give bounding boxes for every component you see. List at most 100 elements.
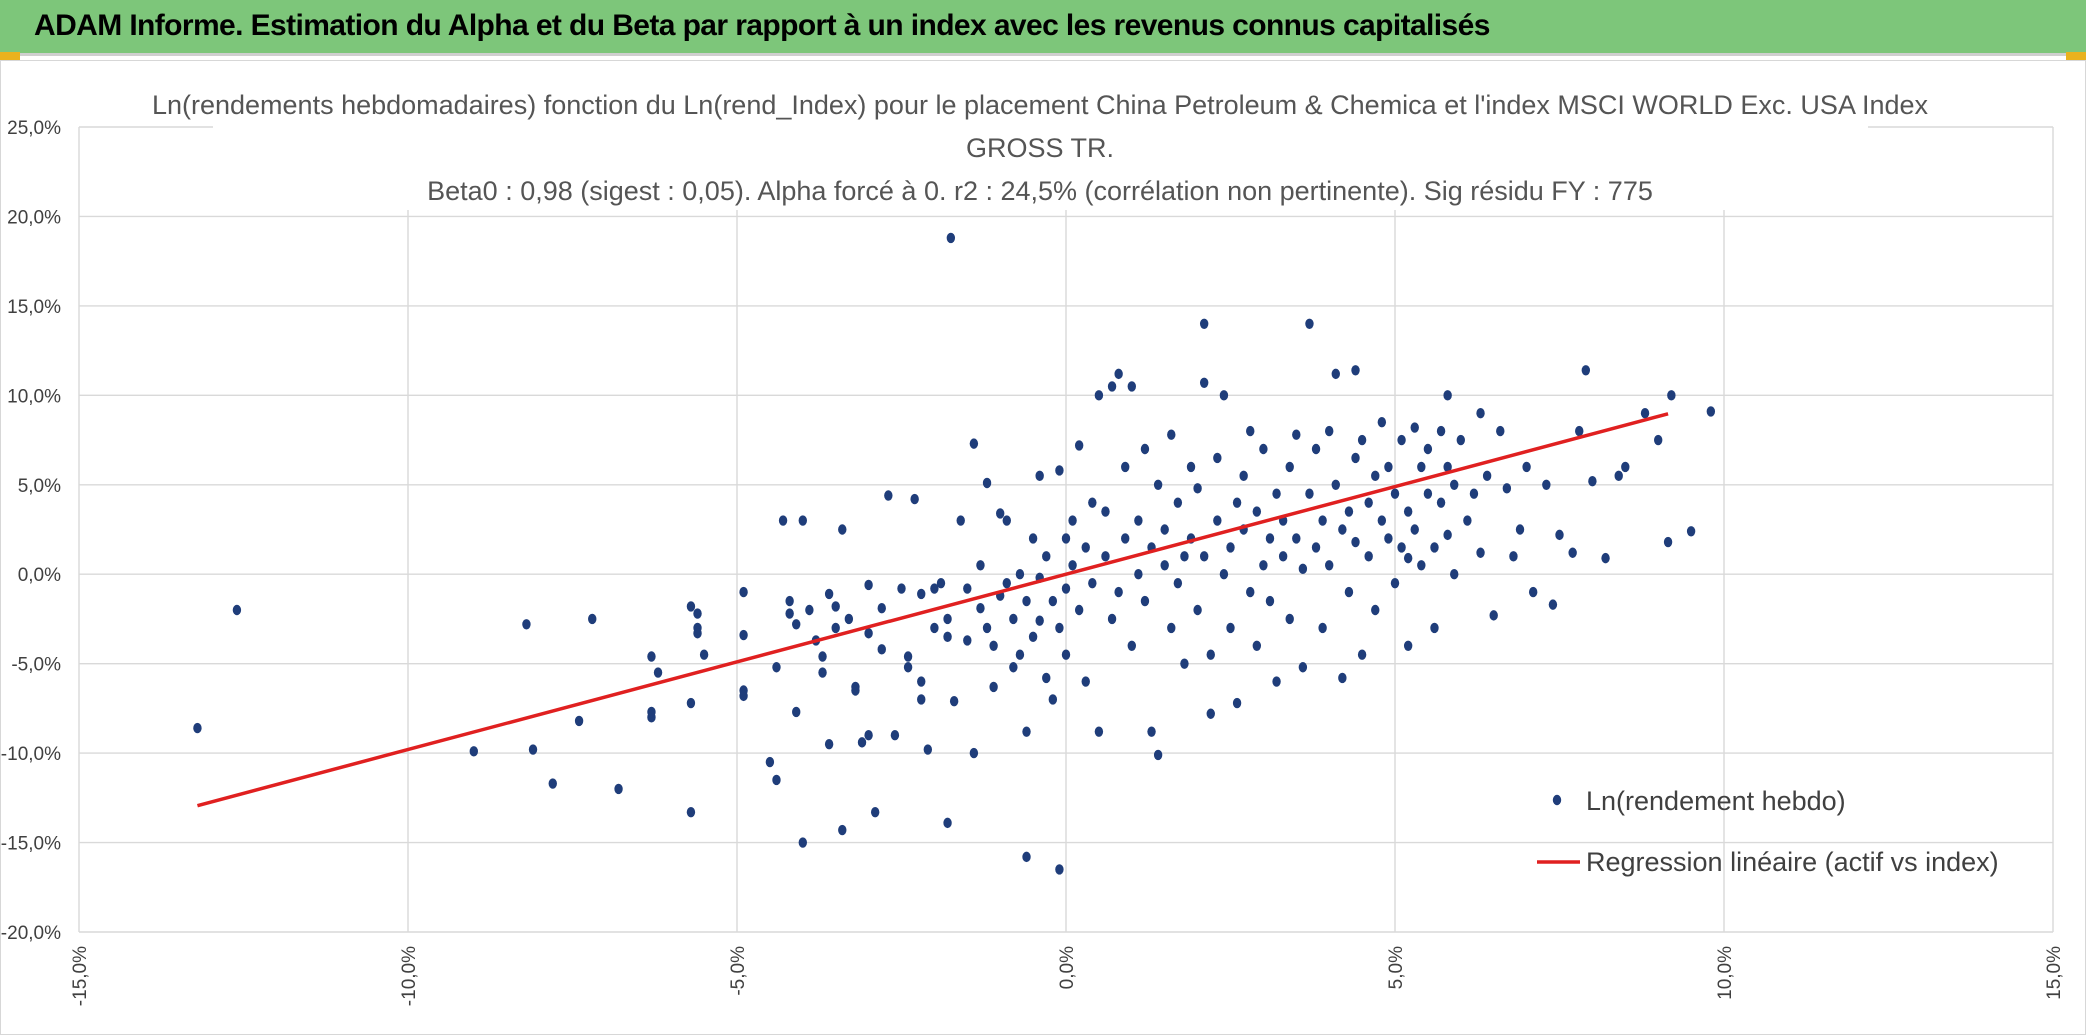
data-point — [982, 477, 992, 489]
data-point — [1219, 390, 1229, 401]
y-tick-label: 5,0% — [18, 476, 61, 497]
banner-corner-left — [0, 52, 20, 60]
data-point — [1140, 443, 1150, 455]
data-point — [1450, 569, 1459, 580]
data-point — [1344, 506, 1354, 517]
title-line: Beta0 : 0,98 (sigest : 0,05). Alpha forc… — [427, 176, 1653, 206]
data-point — [1436, 497, 1446, 508]
data-point — [1160, 524, 1169, 535]
y-tick-label: -5,0% — [11, 655, 61, 676]
data-point — [699, 649, 709, 660]
data-point — [1121, 461, 1130, 473]
data-point — [1055, 622, 1064, 634]
data-point — [838, 524, 847, 535]
data-point — [1364, 551, 1373, 562]
data-point — [818, 667, 827, 678]
data-point — [857, 737, 867, 748]
data-point — [864, 628, 873, 639]
data-point — [522, 619, 531, 630]
data-point — [1285, 613, 1294, 625]
data-point — [1515, 524, 1525, 535]
x-tick-label: -10,0% — [399, 946, 420, 1006]
data-point — [943, 817, 952, 829]
data-point — [1114, 368, 1123, 380]
data-point — [1489, 610, 1498, 621]
data-point — [910, 493, 919, 505]
data-point — [574, 715, 584, 727]
data-point — [693, 608, 702, 619]
data-point — [897, 583, 906, 594]
data-point — [1371, 604, 1380, 616]
data-point — [1443, 390, 1452, 401]
data-point — [1351, 365, 1360, 376]
data-point — [1285, 461, 1294, 473]
data-point — [1246, 425, 1255, 437]
data-point — [1259, 443, 1268, 455]
data-point — [588, 613, 597, 625]
data-point — [877, 603, 886, 614]
data-point — [969, 438, 979, 449]
data-point — [1074, 440, 1084, 451]
data-point — [1068, 560, 1077, 571]
data-point — [969, 747, 979, 759]
data-point — [989, 640, 998, 651]
data-point — [1331, 479, 1340, 490]
data-point — [1088, 497, 1097, 508]
data-point — [1219, 569, 1229, 580]
data-point — [1555, 529, 1564, 541]
data-point — [1009, 662, 1018, 673]
data-point — [1153, 749, 1163, 761]
data-point — [1311, 542, 1321, 553]
legend-label-scatter: Ln(rendement hebdo) — [1586, 786, 1846, 816]
data-point — [1061, 533, 1071, 544]
data-point — [548, 778, 557, 789]
data-point — [824, 588, 834, 600]
data-point — [1140, 595, 1150, 607]
data-point — [1213, 452, 1222, 464]
legend: Ln(rendement hebdo) Regression linéaire (… — [1537, 786, 1999, 877]
data-point — [1601, 552, 1610, 564]
data-point — [1621, 461, 1630, 473]
data-point — [1048, 595, 1058, 607]
regression-line — [196, 412, 1669, 808]
data-point — [943, 631, 952, 643]
data-point — [1193, 483, 1202, 494]
data-point — [1568, 547, 1577, 558]
data-point — [946, 232, 956, 244]
data-point — [1173, 497, 1183, 508]
data-point — [1101, 506, 1110, 517]
data-point — [1351, 536, 1360, 548]
data-point — [1265, 595, 1275, 607]
y-tick-label: 20,0% — [7, 207, 61, 228]
data-point — [851, 685, 860, 696]
data-point — [1686, 526, 1696, 537]
data-point — [1384, 533, 1393, 544]
data-point — [1390, 577, 1400, 589]
data-point — [772, 662, 781, 673]
y-tick-label: -20,0% — [1, 923, 61, 944]
data-point — [469, 746, 478, 757]
data-point — [1134, 569, 1143, 580]
legend-label-regression: Regression linéaire (actif vs index) — [1586, 847, 1999, 877]
data-point — [943, 613, 952, 625]
data-point — [792, 619, 801, 630]
data-point — [877, 644, 886, 655]
data-point — [798, 515, 807, 526]
data-point — [232, 604, 242, 616]
data-point — [798, 837, 807, 848]
data-point — [1410, 524, 1419, 535]
data-point — [936, 577, 946, 589]
data-point — [1134, 515, 1143, 526]
data-point — [982, 622, 992, 634]
data-point — [1042, 551, 1051, 562]
data-point — [1272, 676, 1281, 687]
data-point — [1482, 470, 1492, 482]
data-point — [1403, 552, 1413, 564]
data-point — [1180, 551, 1189, 562]
y-tick-label: 25,0% — [7, 118, 61, 139]
data-point — [1640, 408, 1650, 419]
data-point — [1430, 622, 1439, 634]
data-point — [930, 622, 939, 634]
data-point — [1015, 569, 1025, 580]
data-point — [1476, 408, 1485, 419]
